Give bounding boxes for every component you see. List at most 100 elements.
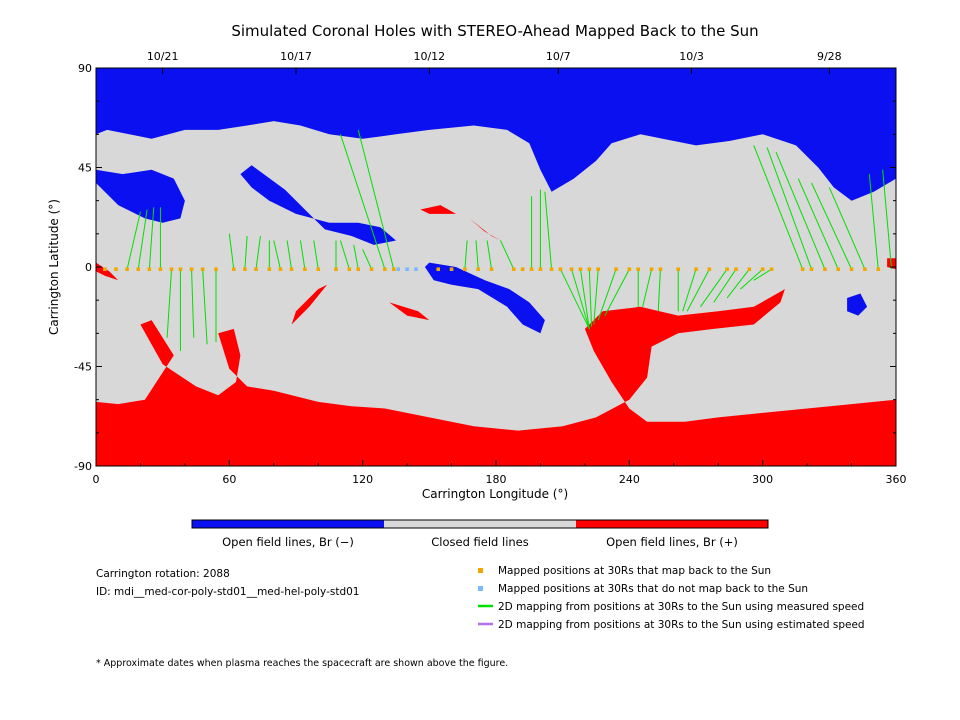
legend-entry: Mapped positions at 30Rs that map back t…: [498, 565, 771, 577]
mapped-point: [614, 267, 618, 272]
x-axis-label: Carrington Longitude (°): [422, 487, 568, 501]
mapped-point: [463, 267, 467, 272]
mapped-point: [243, 267, 247, 272]
measured-mapping-line: [657, 269, 661, 312]
measured-mapping-line: [713, 268, 737, 303]
measured-mapping-line: [811, 182, 853, 270]
colorbar-segment: [384, 520, 576, 528]
y-tick-label: -90: [74, 460, 92, 473]
legend-marker: [478, 586, 483, 591]
measured-mapping-line: [686, 268, 710, 312]
measured-mapping-line: [882, 169, 893, 270]
measured-mapping-line: [166, 269, 173, 338]
mapped-point: [125, 267, 129, 272]
measured-mapping-line: [499, 240, 515, 270]
mapped-point: [334, 267, 338, 272]
mapped-point: [627, 267, 632, 272]
mapped-point: [278, 267, 283, 272]
region-small-hole-br-positive-3: [420, 205, 456, 214]
mapped-point: [289, 267, 294, 272]
mapped-point: [596, 267, 601, 272]
measured-mapping-line: [255, 235, 261, 270]
top-date-label: 10/12: [413, 50, 445, 63]
mapped-point: [158, 267, 163, 272]
measured-mapping-line: [588, 269, 593, 327]
mapped-point: [734, 267, 738, 272]
region-north-extension-br-negative: [240, 165, 396, 245]
mapped-point: [836, 267, 841, 272]
measured-mapping-line: [579, 269, 590, 329]
colorbar-segment: [192, 520, 384, 528]
region-small-hole-br-negative: [847, 293, 868, 316]
mapped-point: [369, 267, 374, 272]
measured-mapping-line: [726, 268, 750, 299]
measured-mapping-line: [228, 233, 235, 270]
plot-area: [96, 68, 896, 466]
mapped-point: [520, 267, 525, 272]
mapped-point: [636, 267, 641, 272]
mapped-point: [769, 267, 774, 272]
colorbar-frame: [191, 519, 769, 529]
mapped-point: [489, 267, 494, 272]
mapped-point: [136, 267, 141, 272]
measured-mapping-line: [597, 269, 617, 321]
y-axis-label: Carrington Latitude (°): [47, 199, 61, 335]
mapped-point: [254, 267, 258, 272]
region-equatorial-hole-br-negative: [424, 262, 545, 334]
x-tick-label: 120: [352, 473, 373, 486]
mapped-point: [658, 267, 663, 272]
mapped-point: [511, 267, 516, 272]
y-tick-label: 0: [85, 261, 92, 274]
measured-mapping-line: [797, 178, 839, 270]
unmapped-point: [405, 267, 409, 272]
measured-mapping-line: [244, 236, 248, 270]
measured-mapping-line: [148, 207, 155, 270]
mapped-point: [449, 267, 454, 272]
y-tick-label: -45: [74, 361, 92, 374]
mapped-point: [476, 267, 481, 272]
measured-mapping-line: [313, 240, 319, 270]
mapped-point: [189, 267, 194, 272]
region-small-hole-br-positive-1: [291, 284, 328, 325]
measured-mapping-line: [191, 269, 195, 338]
mapped-point: [587, 267, 592, 272]
colorbar-label: Open field lines, Br (+): [606, 535, 738, 549]
measured-mapping-line: [475, 240, 479, 270]
measured-mapping-line: [339, 240, 350, 270]
mapped-point: [347, 267, 352, 272]
measured-mapping-line: [571, 269, 590, 330]
mapped-point: [863, 267, 867, 272]
top-date-label: 10/21: [147, 50, 179, 63]
mapped-point: [214, 267, 218, 272]
legend: Mapped positions at 30Rs that map back t…: [478, 565, 865, 631]
colorbar: Open field lines, Br (−) Closed field lin…: [191, 519, 769, 549]
measured-mapping-line: [299, 240, 306, 270]
top-date-label: 10/17: [280, 50, 312, 63]
mapped-point: [823, 267, 827, 272]
y-tick-label: 90: [78, 62, 92, 75]
mapped-point: [391, 267, 396, 272]
mapped-point: [267, 267, 272, 272]
mapped-point: [231, 267, 236, 272]
mapped-point: [707, 267, 712, 272]
measured-mapping-line: [604, 268, 630, 316]
mapped-point: [558, 267, 563, 272]
mapped-point: [303, 267, 307, 272]
top-date-label: 10/7: [546, 50, 571, 63]
measured-mapping-line: [353, 244, 359, 270]
measured-mapping-line: [126, 211, 141, 270]
region-north-polar-hole-br-negative: [96, 68, 896, 201]
id-text: ID: mdi__med-cor-poly-std01__med-hel-pol…: [96, 586, 359, 598]
mapped-point: [147, 267, 152, 272]
mapped-point: [876, 267, 881, 272]
measured-mapping-line: [362, 249, 373, 270]
region-north-flank-br-negative: [96, 169, 185, 223]
mapped-point: [356, 267, 361, 272]
measured-mapping-line: [828, 187, 866, 270]
measured-mapping-line: [464, 240, 468, 270]
mapped-point: [809, 267, 814, 272]
unmapped-point: [396, 267, 401, 272]
mapped-point: [649, 267, 654, 272]
measured-mapping-line: [868, 174, 879, 270]
mapped-point: [538, 267, 543, 272]
